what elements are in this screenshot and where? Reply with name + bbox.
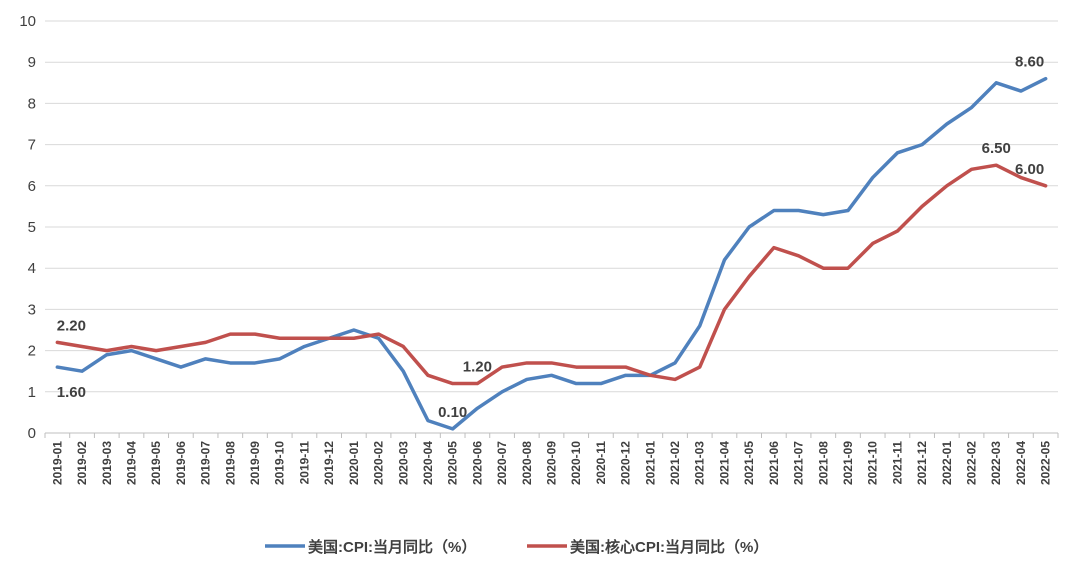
x-tick-label: 2019-12 — [322, 441, 336, 485]
x-tick-label: 2019-10 — [273, 441, 287, 485]
y-tick-label: 2 — [28, 343, 36, 360]
x-tick-label: 2019-08 — [223, 441, 237, 485]
legend: 美国:CPI:当月同比（%） 美国:核心CPI:当月同比（%） — [265, 538, 768, 556]
x-tick-label: 2019-09 — [248, 441, 262, 485]
x-tick-label: 2020-08 — [520, 441, 534, 485]
y-tick-label: 10 — [19, 13, 36, 30]
data-label: 1.20 — [463, 359, 492, 376]
y-tick-label: 4 — [28, 260, 36, 277]
x-tick-label: 2021-12 — [915, 441, 929, 485]
x-tick-label: 2021-05 — [742, 441, 756, 485]
x-tick-label: 2020-09 — [545, 441, 559, 485]
y-tick-label: 6 — [28, 178, 36, 195]
x-tick-label: 2020-11 — [594, 441, 608, 485]
x-tick-label: 2019-01 — [50, 441, 64, 485]
x-tick-label: 2020-05 — [446, 441, 460, 485]
x-tick-label: 2022-02 — [965, 441, 979, 485]
x-tick-label: 2021-04 — [717, 441, 731, 485]
data-labels: 1.60 0.10 8.60 2.20 1.20 6.506.00 — [57, 54, 1044, 421]
y-tick-label: 0 — [28, 425, 36, 442]
data-label: 8.60 — [1015, 54, 1044, 71]
x-tick-label: 2021-09 — [841, 441, 855, 485]
data-label: 2.20 — [57, 317, 86, 334]
x-tick-label: 2019-04 — [124, 441, 138, 485]
x-tick-label: 2019-03 — [100, 441, 114, 485]
data-label: 0.10 — [438, 404, 467, 421]
x-tick-label: 2020-02 — [372, 441, 386, 485]
x-tick-label: 2020-07 — [495, 441, 509, 485]
data-label: 6.50 — [982, 140, 1011, 157]
x-tick-label: 2020-01 — [347, 441, 361, 485]
gridlines — [45, 20, 1058, 393]
x-tick-label: 2019-05 — [149, 441, 163, 485]
y-tick-label: 1 — [28, 384, 36, 401]
x-tick-label: 2021-11 — [890, 441, 904, 485]
x-tick-label: 2021-01 — [643, 441, 657, 485]
x-tick-label: 2020-04 — [421, 441, 435, 485]
axes: 0 1 2 3 4 5 6 7 8 9 10 2019-01 2019-02 2019-03 2019-04… — [19, 13, 1059, 485]
x-tick-label: 2020-03 — [396, 441, 410, 485]
y-tick-label: 9 — [28, 54, 36, 71]
series-line-1 — [55, 76, 1048, 431]
x-tick-label: 2019-11 — [297, 441, 311, 485]
x-tick-label: 2019-02 — [75, 441, 89, 485]
y-tick-label: 3 — [28, 301, 36, 318]
x-tick-label: 2019-07 — [199, 441, 213, 485]
x-tick-label: 2020-06 — [470, 441, 484, 485]
x-tick-label: 2021-07 — [792, 441, 806, 485]
x-tick-label: 2022-03 — [989, 441, 1003, 485]
x-tick-label: 2020-12 — [619, 441, 633, 485]
x-tick-label: 2021-02 — [668, 441, 682, 485]
x-tick-label: 2021-06 — [767, 441, 781, 485]
legend-label-2: 美国:核心CPI:当月同比（%） — [570, 538, 768, 556]
x-tick-label: 2022-01 — [940, 441, 954, 485]
x-tick-label: 2020-10 — [569, 441, 583, 485]
data-label: 6.00 — [1015, 161, 1044, 178]
y-tick-label: 5 — [28, 219, 36, 236]
data-label: 1.60 — [57, 384, 86, 401]
series-line-2 — [55, 163, 1048, 386]
x-tick-label: 2021-08 — [816, 441, 830, 485]
y-tick-label: 7 — [28, 137, 36, 154]
x-tick-label: 2021-03 — [693, 441, 707, 485]
x-tick-label: 2019-06 — [174, 441, 188, 485]
series-lines — [55, 76, 1048, 431]
y-tick-label: 8 — [28, 95, 36, 112]
legend-label-1: 美国:CPI:当月同比（%） — [308, 538, 476, 556]
x-tick-label: 2021-10 — [866, 441, 880, 485]
x-tick-label: 2022-04 — [1014, 441, 1028, 485]
x-tick-label: 2022-05 — [1039, 441, 1053, 485]
